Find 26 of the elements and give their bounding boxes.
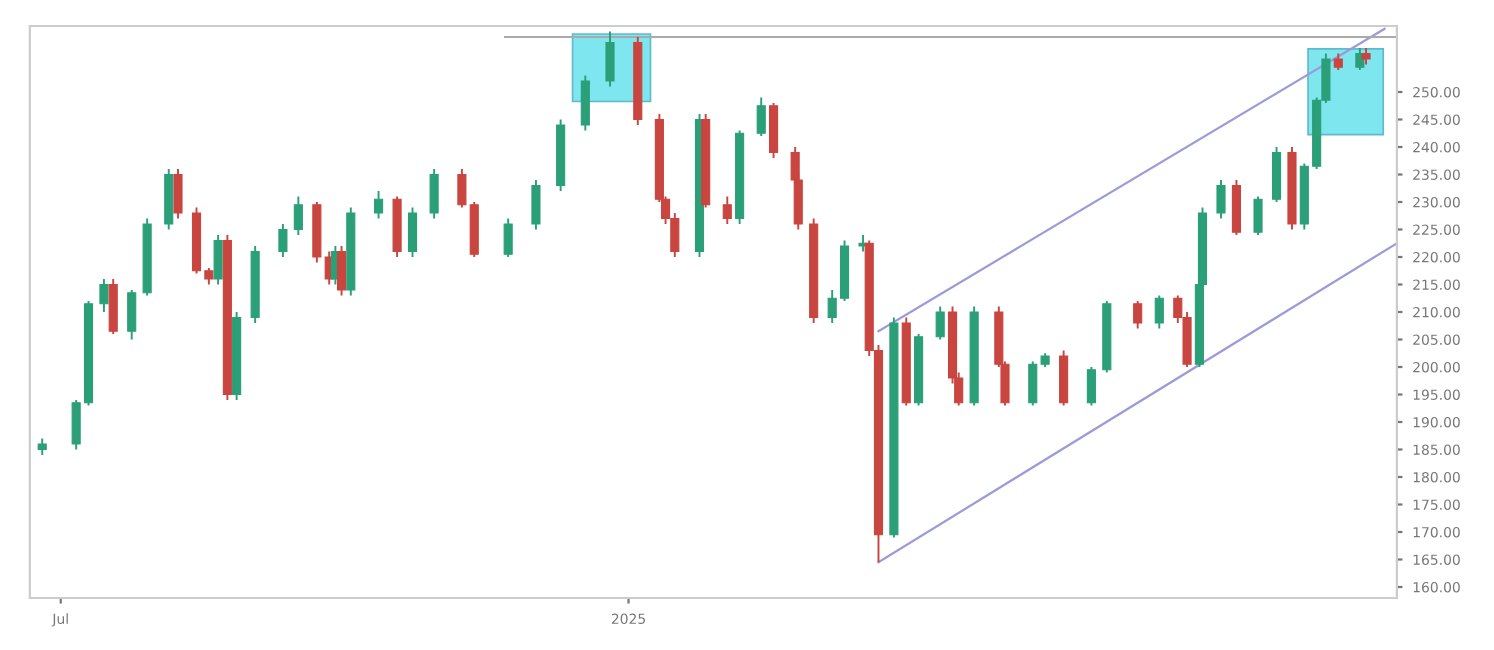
candlestick bbox=[1059, 349, 1069, 407]
candlestick bbox=[935, 305, 945, 341]
candlestick bbox=[99, 278, 109, 313]
candlestick bbox=[293, 195, 303, 236]
candlestick bbox=[531, 179, 541, 231]
candlestick bbox=[1086, 366, 1096, 407]
candlestick bbox=[278, 223, 288, 258]
candlestick bbox=[722, 195, 732, 225]
candlestick bbox=[173, 168, 183, 220]
candlestick bbox=[213, 234, 223, 286]
candlestick bbox=[429, 168, 439, 220]
candlestick bbox=[127, 289, 137, 341]
candlestick bbox=[374, 190, 384, 220]
candlestick bbox=[1133, 300, 1143, 330]
candlestick bbox=[1154, 294, 1164, 330]
candlestick bbox=[1231, 179, 1241, 236]
candlestick bbox=[1253, 195, 1263, 236]
candlestick bbox=[605, 30, 615, 88]
candlestick bbox=[580, 74, 590, 132]
candlestick bbox=[407, 206, 418, 258]
candlestick bbox=[503, 217, 513, 258]
candlestick bbox=[1271, 146, 1282, 203]
candlestick bbox=[756, 96, 766, 137]
candlestick bbox=[768, 102, 779, 159]
candlestick bbox=[108, 278, 118, 335]
candlestick bbox=[1216, 179, 1226, 220]
